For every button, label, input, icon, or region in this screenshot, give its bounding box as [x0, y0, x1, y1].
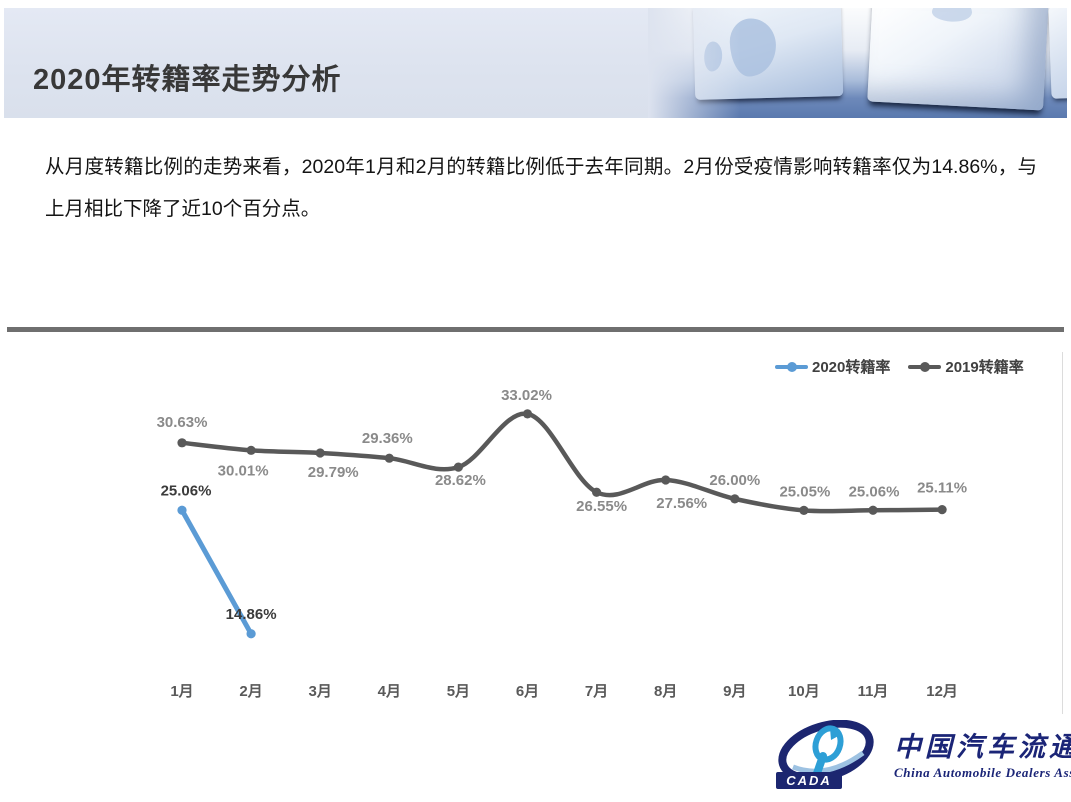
cubes-photo — [648, 8, 1067, 118]
x-axis-label: 3月 — [309, 683, 332, 700]
x-axis-label: 7月 — [585, 683, 608, 700]
legend-marker-icon — [908, 364, 942, 369]
data-label: 30.63% — [157, 414, 208, 431]
data-label: 28.62% — [435, 472, 486, 489]
legend-item-1: 2019转籍率 — [908, 356, 1024, 377]
data-label: 26.00% — [709, 472, 760, 489]
data-label: 25.11% — [917, 480, 967, 497]
divider-line — [7, 327, 1064, 332]
data-point — [177, 505, 187, 515]
x-axis-label: 5月 — [447, 683, 470, 700]
data-label: 33.02% — [501, 387, 552, 404]
chart-placeholder-border — [1062, 352, 1063, 714]
cube-image-left — [692, 8, 844, 100]
cada-logo: CADA 中国汽车流通协会 China Automobile Dealers A… — [768, 720, 1071, 792]
data-label: 25.06% — [849, 483, 900, 500]
x-axis-label: 11月 — [858, 683, 889, 700]
logo-name-cn: 中国汽车流通协会 — [894, 731, 1071, 762]
data-point — [592, 487, 602, 497]
data-point — [177, 438, 187, 448]
data-point — [522, 409, 533, 419]
cube-image-right — [1048, 8, 1067, 99]
map-decoration — [703, 41, 723, 72]
x-axis-label: 12月 — [926, 683, 958, 700]
data-label: 25.05% — [779, 483, 830, 500]
page-title: 2020年转籍率走势分析 — [33, 64, 342, 96]
cube-image-center — [867, 8, 1049, 111]
logo-name-en: China Automobile Dealers Association — [894, 764, 1071, 780]
data-label: 25.06% — [161, 482, 212, 499]
data-label: 26.55% — [576, 498, 627, 515]
line-chart: 30.63% 30.01% 29.79%29.36% 28.62% 33.02% 26.5… — [157, 387, 968, 700]
series-line-1 — [179, 507, 254, 637]
x-axis-label: 9月 — [723, 683, 746, 700]
data-point — [315, 448, 325, 458]
data-point — [384, 453, 394, 463]
x-axis-label: 6月 — [516, 683, 539, 700]
x-axis-label: 1月 — [170, 683, 193, 700]
legend-marker-icon — [775, 364, 808, 369]
data-point — [661, 475, 671, 485]
data-point — [868, 505, 878, 515]
cada-acronym: CADA — [786, 773, 832, 788]
data-label: 29.36% — [362, 430, 413, 447]
data-point — [453, 462, 463, 472]
chart-area: 30.63% 30.01% 29.79% 29.36% 28.62% 33.02% 26.5… — [0, 340, 1071, 720]
cada-emblem-icon: CADA — [776, 720, 874, 789]
body-paragraph: 从月度转籍比例的走势来看，2020年1月和2月的转籍比例低于去年同期。2月份受疫… — [45, 156, 1037, 220]
legend-item-0: 2020转籍率 — [775, 356, 890, 377]
legend-label: 2019转籍率 — [945, 359, 1024, 376]
data-label: 27.56% — [656, 495, 707, 512]
data-label: 29.79% — [308, 464, 359, 481]
x-axis-label: 4月 — [378, 683, 401, 700]
data-label: 30.01% — [218, 462, 269, 479]
data-point — [730, 494, 740, 504]
chart-legend: 2020转籍率 2019转籍率 — [775, 356, 1024, 377]
legend-label: 2020转籍率 — [812, 359, 891, 376]
x-axis-label: 8月 — [654, 683, 677, 700]
map-decoration — [729, 17, 777, 77]
x-axis-label: 10月 — [788, 683, 820, 700]
data-point — [246, 629, 256, 639]
data-point — [799, 505, 809, 515]
title-banner: 2020年转籍率走势分析 — [4, 8, 1067, 118]
map-decoration — [931, 8, 973, 23]
data-label: 14.86% — [226, 606, 277, 623]
data-point — [246, 445, 256, 455]
x-axis-label: 2月 — [239, 683, 262, 700]
logo-names: 中国汽车流通协会 China Automobile Dealers Associ… — [894, 732, 1071, 781]
data-point — [937, 505, 947, 515]
